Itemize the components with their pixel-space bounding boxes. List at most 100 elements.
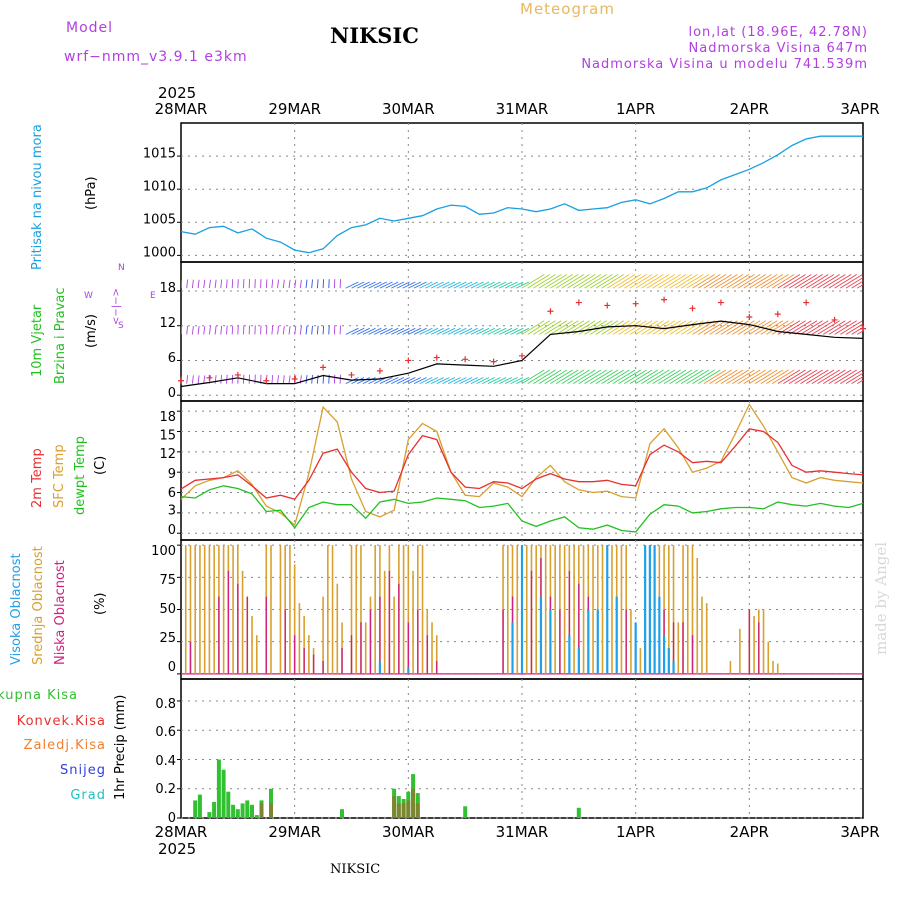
wind-barb bbox=[447, 327, 461, 335]
wind-barb bbox=[635, 369, 659, 384]
wind-barb bbox=[282, 279, 285, 289]
wind-barb bbox=[208, 326, 211, 335]
wind-speed-line bbox=[180, 320, 864, 388]
wind-barb bbox=[362, 327, 376, 335]
wind-barb bbox=[430, 327, 444, 335]
cloud-tick-75: 75 bbox=[159, 573, 176, 588]
wind-barb bbox=[379, 377, 393, 385]
pressure-yticks: 1000 1005 1010 1015 bbox=[143, 147, 176, 261]
temp-tick-0: 0 bbox=[168, 523, 176, 538]
cloud-tick-100: 100 bbox=[151, 544, 176, 559]
wind-barb bbox=[822, 274, 846, 289]
wind-barb bbox=[578, 369, 602, 384]
wind-barb bbox=[408, 281, 422, 289]
wind-barb bbox=[527, 320, 551, 335]
time-label-top-5: 2APR bbox=[730, 100, 769, 118]
wind-barb bbox=[743, 320, 767, 335]
wind-barb bbox=[396, 281, 410, 289]
precip-conv-bar bbox=[396, 803, 401, 818]
wind-barb bbox=[538, 320, 562, 335]
wind-barb bbox=[743, 274, 767, 289]
wind-barb bbox=[703, 320, 727, 335]
wind-barb bbox=[857, 284, 863, 289]
wind-barb bbox=[413, 281, 427, 289]
wind-barb bbox=[442, 327, 456, 335]
precip-conv-bar bbox=[269, 803, 273, 818]
wind-barb bbox=[203, 326, 206, 335]
wind-barb bbox=[788, 320, 812, 335]
precip-conv-bar bbox=[415, 803, 420, 818]
cloud-labels: Visoka Oblacnost Srednja Oblacnost Niska… bbox=[9, 546, 108, 665]
altitude-label: Nadmorska Visina 647m bbox=[688, 41, 868, 56]
wind-barb bbox=[465, 281, 478, 289]
precip-total-bar bbox=[221, 769, 226, 818]
wind-barb bbox=[299, 279, 302, 289]
wind-barb bbox=[578, 320, 602, 335]
wind-barb bbox=[845, 323, 863, 335]
wind-tick-18: 18 bbox=[159, 281, 176, 296]
wind-barb bbox=[220, 279, 223, 289]
compass-s: S bbox=[118, 321, 124, 331]
wind-barb bbox=[430, 281, 444, 289]
wind-barb bbox=[197, 279, 200, 289]
wind-barb bbox=[584, 369, 607, 384]
precip-tick-06: 0.6 bbox=[155, 725, 176, 740]
wind-barb bbox=[374, 327, 387, 335]
wind-barb bbox=[675, 274, 698, 289]
pressure-tick-1000: 1000 bbox=[143, 246, 176, 261]
pressure-line bbox=[180, 135, 863, 254]
time-label-bottom-3: 31MAR bbox=[496, 823, 549, 841]
wind-barb bbox=[550, 369, 573, 384]
wind-barb bbox=[379, 327, 393, 335]
wind-barb bbox=[709, 320, 732, 335]
wind-barb bbox=[322, 374, 325, 384]
temp-tick-15: 15 bbox=[159, 429, 176, 444]
wind-barb bbox=[191, 279, 194, 289]
wind-barb bbox=[675, 369, 698, 384]
gust-marker bbox=[490, 358, 497, 365]
wind-barb bbox=[726, 369, 750, 384]
wind-barb bbox=[385, 281, 399, 289]
wind-yticks: 0 6 12 18 bbox=[159, 281, 176, 401]
precip-total-bar bbox=[226, 791, 231, 818]
wind-barb bbox=[465, 327, 478, 335]
wind-barb bbox=[391, 281, 405, 289]
gust-marker bbox=[320, 364, 327, 371]
wind-barb bbox=[669, 320, 693, 335]
gust-marker bbox=[746, 314, 753, 321]
precip-hail-label: Grad bbox=[70, 788, 106, 803]
wind-barb bbox=[220, 325, 223, 335]
wind-barb bbox=[271, 374, 274, 384]
wind-barb bbox=[584, 320, 607, 335]
wind-barb bbox=[840, 320, 863, 335]
wind-barb bbox=[618, 320, 642, 335]
page-title: NIKSIC bbox=[330, 23, 419, 48]
wind-barb bbox=[709, 274, 732, 289]
wind-barb bbox=[567, 369, 590, 384]
wind-barb bbox=[453, 377, 467, 385]
wind-barb bbox=[675, 320, 698, 335]
gust-marker bbox=[575, 299, 582, 306]
wind-barb bbox=[413, 327, 427, 335]
wind-barb bbox=[567, 274, 590, 289]
wind-barb bbox=[737, 369, 761, 384]
wind-barb bbox=[800, 320, 823, 335]
wind-barb bbox=[840, 274, 863, 289]
wind-barb bbox=[351, 377, 365, 385]
time-label-top-2: 30MAR bbox=[382, 100, 435, 118]
wind-barb bbox=[817, 320, 840, 335]
wind-barb bbox=[436, 327, 450, 335]
precip-total-bar bbox=[193, 800, 198, 818]
wind-barb bbox=[527, 369, 551, 384]
wind-barb bbox=[425, 377, 439, 385]
time-label-bottom-1: 29MAR bbox=[268, 823, 321, 841]
cloud-yticks: 0 25 50 75 100 bbox=[151, 544, 176, 675]
wind-barb bbox=[470, 377, 484, 385]
wind-barb bbox=[305, 279, 308, 289]
wind-barb bbox=[368, 377, 382, 385]
wind-barb bbox=[442, 377, 456, 385]
gust-marker bbox=[433, 354, 440, 361]
precip-total-bar bbox=[254, 815, 259, 818]
wind-barb bbox=[191, 325, 194, 335]
